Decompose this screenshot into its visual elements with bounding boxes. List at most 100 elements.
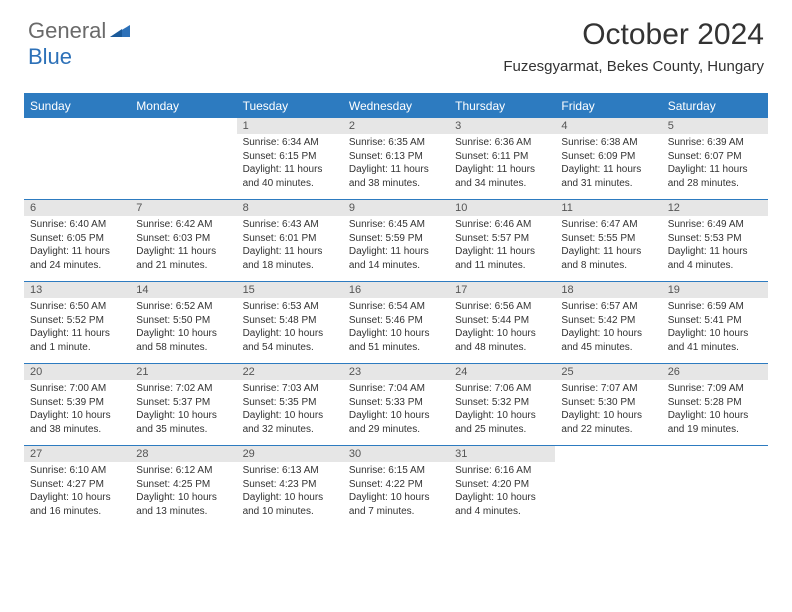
day-number: 18	[555, 282, 661, 298]
day-cell: 8Sunrise: 6:43 AMSunset: 6:01 PMDaylight…	[237, 200, 343, 282]
day-header: Wednesday	[343, 94, 449, 118]
day-number: 9	[343, 200, 449, 216]
logo-text-general: General	[28, 18, 106, 44]
day-text: Sunrise: 6:59 AMSunset: 5:41 PMDaylight:…	[662, 298, 768, 356]
day-number: 19	[662, 282, 768, 298]
day-text: Sunrise: 7:04 AMSunset: 5:33 PMDaylight:…	[343, 380, 449, 438]
day-number: 17	[449, 282, 555, 298]
day-number: 12	[662, 200, 768, 216]
day-header: Monday	[130, 94, 236, 118]
day-header: Tuesday	[237, 94, 343, 118]
day-cell: 7Sunrise: 6:42 AMSunset: 6:03 PMDaylight…	[130, 200, 236, 282]
day-cell: 21Sunrise: 7:02 AMSunset: 5:37 PMDayligh…	[130, 364, 236, 446]
day-number: 22	[237, 364, 343, 380]
day-text: Sunrise: 6:52 AMSunset: 5:50 PMDaylight:…	[130, 298, 236, 356]
day-number: 2	[343, 118, 449, 134]
day-number: 4	[555, 118, 661, 134]
day-text: Sunrise: 6:15 AMSunset: 4:22 PMDaylight:…	[343, 462, 449, 520]
day-text: Sunrise: 6:34 AMSunset: 6:15 PMDaylight:…	[237, 134, 343, 192]
day-number: 23	[343, 364, 449, 380]
day-cell: 29Sunrise: 6:13 AMSunset: 4:23 PMDayligh…	[237, 446, 343, 528]
month-title: October 2024	[503, 18, 764, 52]
day-header-row: SundayMondayTuesdayWednesdayThursdayFrid…	[24, 94, 768, 118]
header: General October 2024 Fuzesgyarmat, Bekes…	[0, 0, 792, 83]
day-number: 29	[237, 446, 343, 462]
day-number: 20	[24, 364, 130, 380]
calendar-table: SundayMondayTuesdayWednesdayThursdayFrid…	[24, 93, 768, 528]
day-cell: 24Sunrise: 7:06 AMSunset: 5:32 PMDayligh…	[449, 364, 555, 446]
day-number: 31	[449, 446, 555, 462]
day-cell	[555, 446, 661, 528]
day-cell: 9Sunrise: 6:45 AMSunset: 5:59 PMDaylight…	[343, 200, 449, 282]
day-cell	[24, 118, 130, 200]
day-number: 28	[130, 446, 236, 462]
day-text: Sunrise: 6:46 AMSunset: 5:57 PMDaylight:…	[449, 216, 555, 274]
day-text: Sunrise: 6:39 AMSunset: 6:07 PMDaylight:…	[662, 134, 768, 192]
day-number: 27	[24, 446, 130, 462]
day-cell: 3Sunrise: 6:36 AMSunset: 6:11 PMDaylight…	[449, 118, 555, 200]
day-cell: 6Sunrise: 6:40 AMSunset: 6:05 PMDaylight…	[24, 200, 130, 282]
title-block: October 2024 Fuzesgyarmat, Bekes County,…	[503, 18, 764, 75]
day-text: Sunrise: 7:03 AMSunset: 5:35 PMDaylight:…	[237, 380, 343, 438]
day-number: 26	[662, 364, 768, 380]
day-cell	[662, 446, 768, 528]
day-cell: 1Sunrise: 6:34 AMSunset: 6:15 PMDaylight…	[237, 118, 343, 200]
week-row: 6Sunrise: 6:40 AMSunset: 6:05 PMDaylight…	[24, 200, 768, 282]
location: Fuzesgyarmat, Bekes County, Hungary	[503, 58, 764, 75]
day-cell: 4Sunrise: 6:38 AMSunset: 6:09 PMDaylight…	[555, 118, 661, 200]
day-number: 3	[449, 118, 555, 134]
day-cell: 2Sunrise: 6:35 AMSunset: 6:13 PMDaylight…	[343, 118, 449, 200]
day-number: 15	[237, 282, 343, 298]
day-cell: 16Sunrise: 6:54 AMSunset: 5:46 PMDayligh…	[343, 282, 449, 364]
day-cell	[130, 118, 236, 200]
day-number: 21	[130, 364, 236, 380]
day-text: Sunrise: 6:54 AMSunset: 5:46 PMDaylight:…	[343, 298, 449, 356]
day-text: Sunrise: 6:40 AMSunset: 6:05 PMDaylight:…	[24, 216, 130, 274]
day-text: Sunrise: 7:00 AMSunset: 5:39 PMDaylight:…	[24, 380, 130, 438]
day-cell: 22Sunrise: 7:03 AMSunset: 5:35 PMDayligh…	[237, 364, 343, 446]
day-text: Sunrise: 6:57 AMSunset: 5:42 PMDaylight:…	[555, 298, 661, 356]
day-cell: 5Sunrise: 6:39 AMSunset: 6:07 PMDaylight…	[662, 118, 768, 200]
day-header: Thursday	[449, 94, 555, 118]
day-text: Sunrise: 6:35 AMSunset: 6:13 PMDaylight:…	[343, 134, 449, 192]
day-text: Sunrise: 6:47 AMSunset: 5:55 PMDaylight:…	[555, 216, 661, 274]
day-number: 16	[343, 282, 449, 298]
day-number: 5	[662, 118, 768, 134]
day-text: Sunrise: 7:09 AMSunset: 5:28 PMDaylight:…	[662, 380, 768, 438]
day-cell: 12Sunrise: 6:49 AMSunset: 5:53 PMDayligh…	[662, 200, 768, 282]
day-cell: 13Sunrise: 6:50 AMSunset: 5:52 PMDayligh…	[24, 282, 130, 364]
day-text: Sunrise: 7:02 AMSunset: 5:37 PMDaylight:…	[130, 380, 236, 438]
day-cell: 15Sunrise: 6:53 AMSunset: 5:48 PMDayligh…	[237, 282, 343, 364]
week-row: 1Sunrise: 6:34 AMSunset: 6:15 PMDaylight…	[24, 118, 768, 200]
day-text: Sunrise: 6:36 AMSunset: 6:11 PMDaylight:…	[449, 134, 555, 192]
day-number: 14	[130, 282, 236, 298]
day-text: Sunrise: 6:42 AMSunset: 6:03 PMDaylight:…	[130, 216, 236, 274]
day-number: 11	[555, 200, 661, 216]
day-text: Sunrise: 7:06 AMSunset: 5:32 PMDaylight:…	[449, 380, 555, 438]
day-text: Sunrise: 7:07 AMSunset: 5:30 PMDaylight:…	[555, 380, 661, 438]
day-cell: 20Sunrise: 7:00 AMSunset: 5:39 PMDayligh…	[24, 364, 130, 446]
day-text: Sunrise: 6:16 AMSunset: 4:20 PMDaylight:…	[449, 462, 555, 520]
day-text: Sunrise: 6:43 AMSunset: 6:01 PMDaylight:…	[237, 216, 343, 274]
day-number: 24	[449, 364, 555, 380]
week-row: 27Sunrise: 6:10 AMSunset: 4:27 PMDayligh…	[24, 446, 768, 528]
day-number: 8	[237, 200, 343, 216]
day-cell: 14Sunrise: 6:52 AMSunset: 5:50 PMDayligh…	[130, 282, 236, 364]
day-number: 10	[449, 200, 555, 216]
day-number: 7	[130, 200, 236, 216]
day-cell: 19Sunrise: 6:59 AMSunset: 5:41 PMDayligh…	[662, 282, 768, 364]
day-number: 13	[24, 282, 130, 298]
day-cell: 17Sunrise: 6:56 AMSunset: 5:44 PMDayligh…	[449, 282, 555, 364]
logo: General	[28, 18, 132, 44]
day-header: Sunday	[24, 94, 130, 118]
week-row: 20Sunrise: 7:00 AMSunset: 5:39 PMDayligh…	[24, 364, 768, 446]
day-header: Friday	[555, 94, 661, 118]
day-cell: 26Sunrise: 7:09 AMSunset: 5:28 PMDayligh…	[662, 364, 768, 446]
day-text: Sunrise: 6:50 AMSunset: 5:52 PMDaylight:…	[24, 298, 130, 356]
day-text: Sunrise: 6:49 AMSunset: 5:53 PMDaylight:…	[662, 216, 768, 274]
day-text: Sunrise: 6:10 AMSunset: 4:27 PMDaylight:…	[24, 462, 130, 520]
day-cell: 27Sunrise: 6:10 AMSunset: 4:27 PMDayligh…	[24, 446, 130, 528]
day-text: Sunrise: 6:12 AMSunset: 4:25 PMDaylight:…	[130, 462, 236, 520]
day-header: Saturday	[662, 94, 768, 118]
day-text: Sunrise: 6:56 AMSunset: 5:44 PMDaylight:…	[449, 298, 555, 356]
